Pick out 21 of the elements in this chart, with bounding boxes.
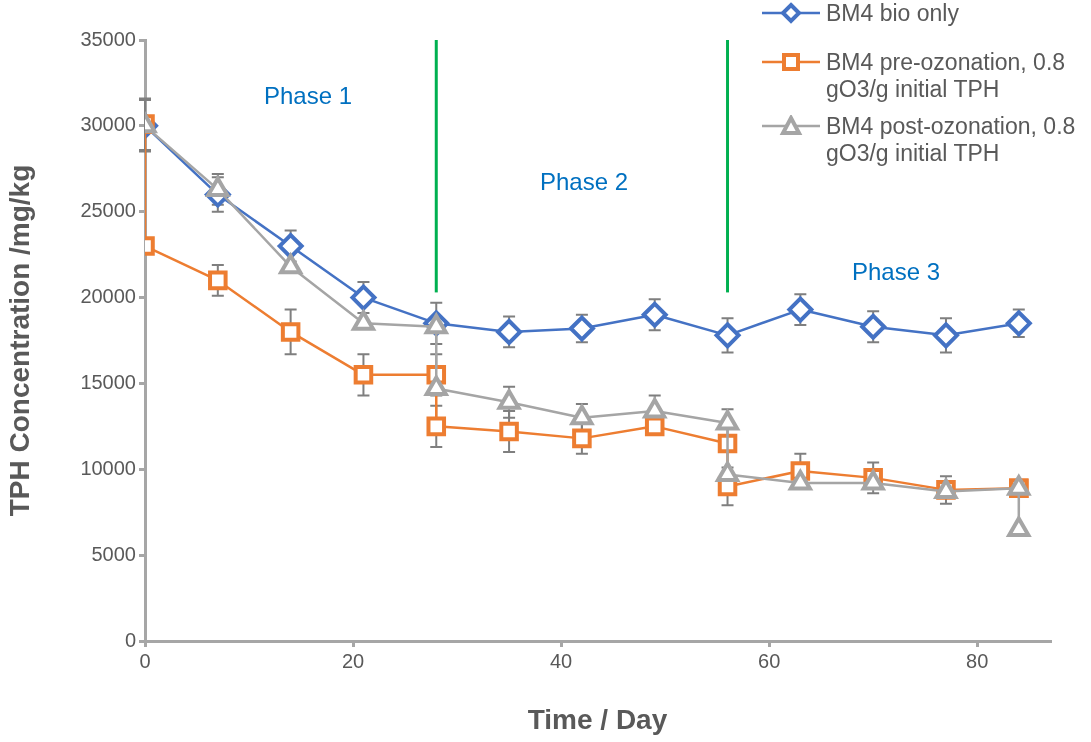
legend-label: BM4 pre-ozonation, 0.8 gO3/g initial TPH <box>826 49 1067 103</box>
y-tick-label: 10000 <box>80 456 136 479</box>
y-tick-label: 30000 <box>80 113 136 136</box>
x-axis-title: Time / Day <box>527 703 668 735</box>
x-tick-label: 60 <box>758 649 781 672</box>
y-tick-label: 0 <box>124 628 136 651</box>
annotation: Phase 1 <box>264 82 354 110</box>
x-tick-label: 0 <box>139 649 151 672</box>
x-tick-label: 20 <box>341 649 365 672</box>
y-tick-label: 25000 <box>80 199 136 222</box>
y-tick-label: 35000 <box>80 27 136 50</box>
y-tick-label: 15000 <box>80 370 136 393</box>
y-tick-label: 20000 <box>80 285 136 308</box>
legend-label: BM4 bio only <box>826 0 960 27</box>
x-tick-label: 40 <box>549 649 573 672</box>
annotation: Phase 2 <box>540 168 630 196</box>
x-tick-label: 80 <box>966 649 989 672</box>
annotation: Phase 3 <box>852 258 942 286</box>
y-tick-label: 5000 <box>91 542 136 565</box>
y-axis-title: TPH Concentration /mg/kg <box>3 164 35 517</box>
legend-label: BM4 post-ozonation, 0.8 gO3/g initial TPH <box>826 113 1077 167</box>
